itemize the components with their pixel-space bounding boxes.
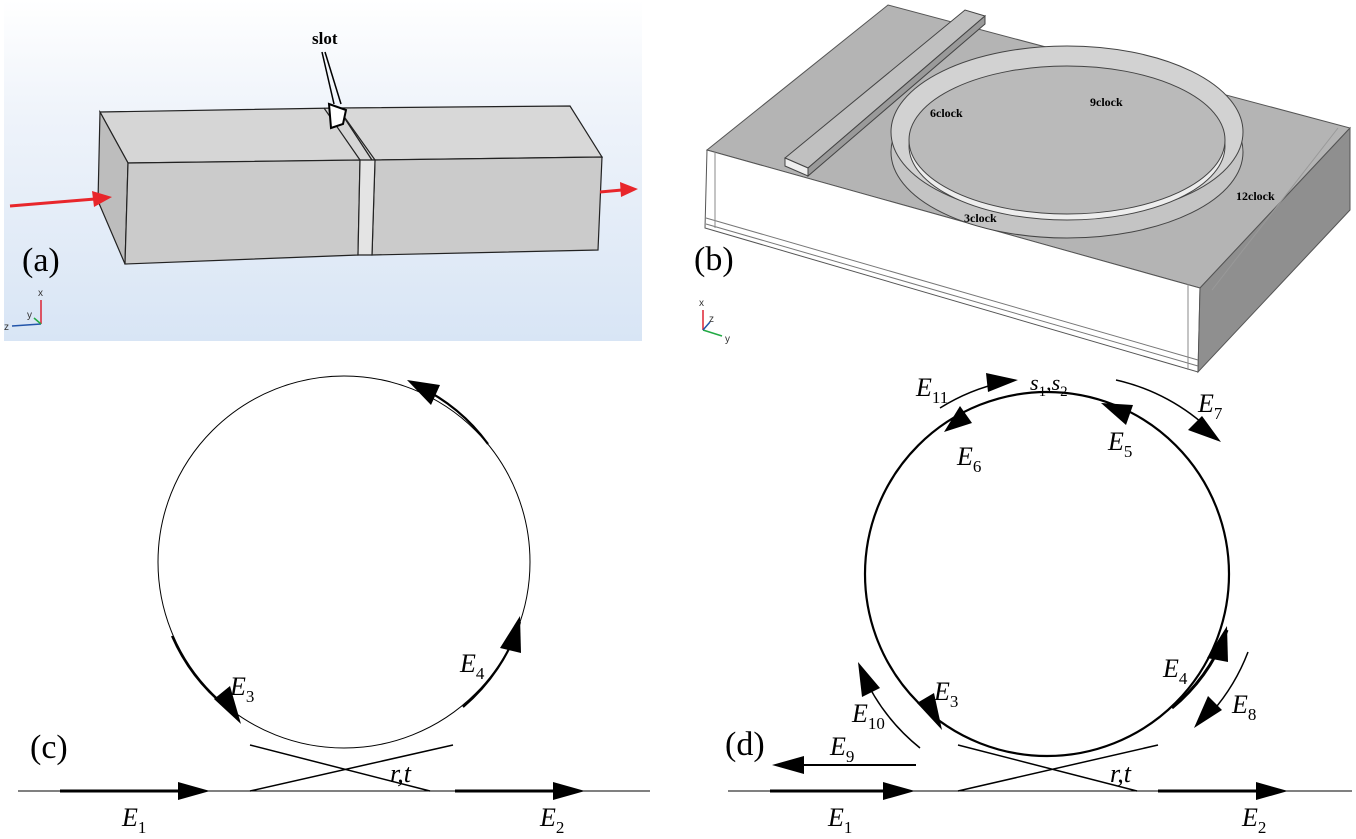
position-6clock: 6clock xyxy=(930,106,963,120)
output-arrowhead-d xyxy=(1256,782,1288,800)
arrowhead-e4-c xyxy=(500,616,521,653)
field-e2-c: E2 xyxy=(539,803,564,837)
arrowhead-e11-d xyxy=(986,373,1018,392)
coupler-line-2-c xyxy=(249,744,454,792)
field-e4-d: E4 xyxy=(1162,654,1188,688)
axis-z-label-b: z xyxy=(709,314,714,325)
coupler-label-d: r,t xyxy=(1110,759,1132,788)
arrowhead-top-c xyxy=(407,380,440,405)
position-9clock: 9clock xyxy=(1090,95,1123,109)
arrowhead-e7-d xyxy=(1188,416,1221,442)
panel-c: (c) r,t E1 E2 E3 E4 xyxy=(18,375,650,837)
field-e11-d: E11 xyxy=(915,373,948,407)
coupler-line-1-c xyxy=(249,744,431,792)
arrowhead-e4-d xyxy=(1207,626,1228,662)
arrowhead-e8-d xyxy=(1194,696,1222,728)
axis-triad-a: x y z xyxy=(4,288,43,333)
axis-x-label-a: x xyxy=(38,288,43,299)
field-e10-d: E10 xyxy=(851,699,885,733)
reflected-arrowhead-d xyxy=(772,756,804,774)
ring-c xyxy=(157,375,531,749)
panel-c-label: (c) xyxy=(30,729,68,766)
panel-b-label: (b) xyxy=(694,241,734,278)
arrowhead-e10-d xyxy=(858,662,880,697)
axis-x-label-b: x xyxy=(699,298,704,309)
field-e4-c: E4 xyxy=(459,649,485,683)
output-arrow xyxy=(599,182,638,197)
position-12clock: 12clock xyxy=(1236,189,1275,203)
waveguide-block xyxy=(97,105,604,265)
ring-d xyxy=(863,390,1231,758)
field-e3-d: E3 xyxy=(933,677,958,711)
panel-d-label: (d) xyxy=(725,726,765,763)
axis-y-label-a: y xyxy=(27,310,32,321)
field-e9-d: E9 xyxy=(829,732,854,766)
panel-a: slot (a) x y z xyxy=(4,0,642,341)
ring-resonator xyxy=(890,45,1244,239)
axis-y-label-b: y xyxy=(725,334,730,345)
position-3clock: 3clock xyxy=(964,211,997,225)
axis-z-label-a: z xyxy=(4,322,9,333)
arrowhead-e5-d xyxy=(1101,403,1133,425)
field-e3-c: E3 xyxy=(229,672,254,706)
arrowhead-e6-d xyxy=(944,406,972,432)
field-e1-c: E1 xyxy=(121,803,146,837)
coupler-line-1-d xyxy=(957,744,1138,792)
slot-gap xyxy=(357,159,376,256)
bus-waveguide xyxy=(784,9,987,178)
field-e5-d: E5 xyxy=(1107,427,1132,461)
input-arrowhead-d xyxy=(883,782,915,800)
output-arrowhead-c xyxy=(553,782,585,800)
input-arrowhead-c xyxy=(178,782,210,800)
field-e6-d: E6 xyxy=(956,442,981,476)
field-e2-d: E2 xyxy=(1241,803,1266,837)
field-e8-d: E8 xyxy=(1231,690,1256,724)
panel-b: 6clock 9clock 3clock 12clock (b) x z y xyxy=(694,4,1351,374)
field-e1-d: E1 xyxy=(827,803,852,837)
arrowhead-e3-c xyxy=(214,686,241,724)
scatterer-label-d: s1,s2 xyxy=(1030,370,1068,400)
panel-d: (d) r,t s1,s2 E1 E2 E3 E4 E5 E6 E7 E8 E9… xyxy=(725,370,1352,837)
axis-triad-b: x z y xyxy=(699,298,730,345)
slot-label: slot xyxy=(312,29,338,48)
input-arrow xyxy=(9,191,112,208)
arrowhead-e3-d xyxy=(917,693,942,730)
coupler-label-c: r,t xyxy=(390,759,412,788)
field-e7-d: E7 xyxy=(1197,389,1223,423)
coupler-line-2-d xyxy=(957,744,1159,792)
slot-pointer-arrow xyxy=(321,51,348,130)
panel-a-label: (a) xyxy=(22,242,60,279)
